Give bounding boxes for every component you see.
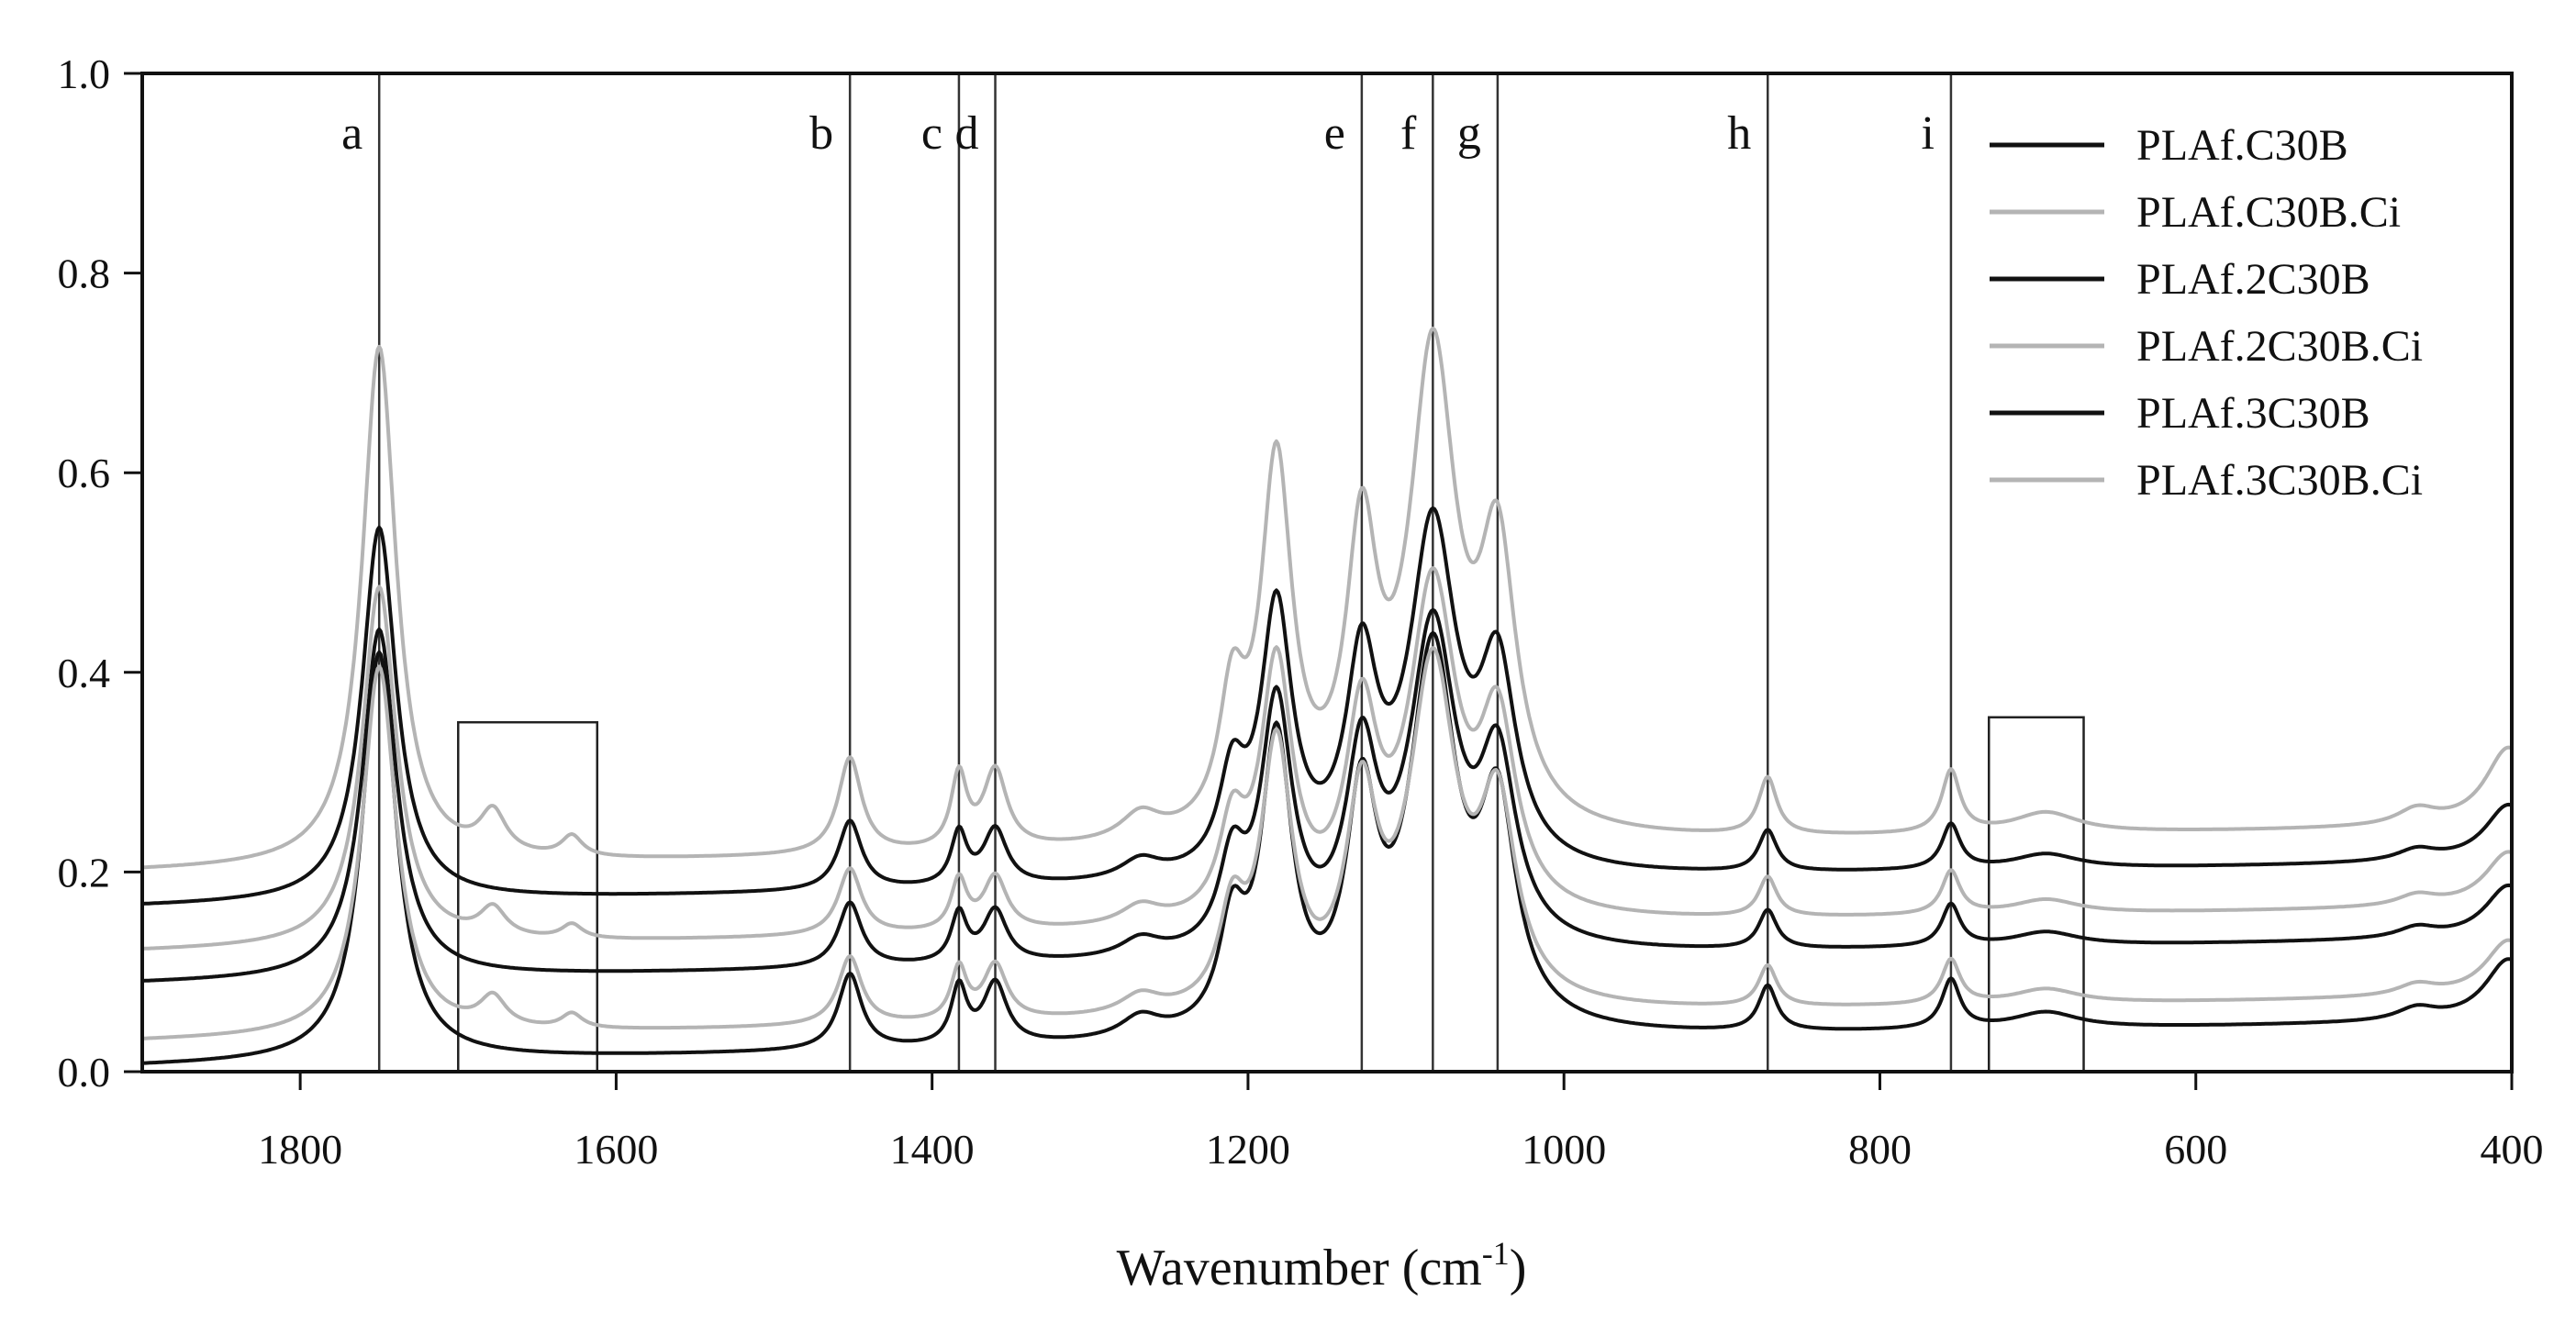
x-tick-label-1200: 1200 [1206, 1126, 1290, 1173]
y-tick-label-0.6: 0.6 [58, 450, 111, 496]
y-tick-label-1.0: 1.0 [58, 50, 111, 97]
y-axis: 0.0 0.2 0.4 0.6 0.8 1.0 [58, 50, 142, 1096]
peak-label-g: g [1457, 107, 1481, 160]
series-line-plaf-2c30b-ci [141, 566, 2513, 951]
peak-label-a: a [341, 107, 362, 160]
x-tick-label-1600: 1600 [574, 1126, 658, 1173]
x-tick-label-1800: 1800 [258, 1126, 342, 1173]
legend-label-3: PLAf.2C30B [2136, 255, 2370, 304]
series-line-plaf-3c30b [141, 630, 2513, 1065]
y-tick-label-0.0: 0.0 [58, 1049, 111, 1096]
x-tick-label-1400: 1400 [890, 1126, 975, 1173]
legend-label-4: PLAf.2C30B.Ci [2136, 322, 2423, 371]
series-line-plaf-2c30b [141, 607, 2513, 983]
legend-label-6: PLAf.3C30B.Ci [2136, 456, 2423, 505]
y-tick-label-0.4: 0.4 [58, 650, 111, 696]
legend: PLAf.C30B PLAf.C30B.Ci PLAf.2C30B PLAf.2C30… [1990, 121, 2423, 505]
peak-label-d: d [955, 107, 979, 160]
series-line-plaf-c30b [141, 506, 2513, 906]
legend-label-1: PLAf.C30B [2136, 121, 2348, 170]
x-tick-label-1000: 1000 [1522, 1126, 1606, 1173]
series-line-plaf-3c30b-ci [141, 646, 2513, 1040]
y-tick-label-0.8: 0.8 [58, 250, 111, 297]
peak-label-f: f [1400, 107, 1417, 160]
x-tick-label-400: 400 [2481, 1126, 2544, 1173]
x-tick-label-600: 600 [2164, 1126, 2227, 1173]
peak-label-e: e [1324, 107, 1345, 160]
legend-label-5: PLAf.3C30B [2136, 389, 2370, 438]
x-axis: 1800 1600 1400 1200 1000 800 600 400 [258, 1072, 2544, 1173]
peak-label-i: i [1921, 107, 1934, 160]
x-axis-title-superscript: -1 [1482, 1235, 1510, 1272]
legend-label-2: PLAf.C30B.Ci [2136, 188, 2401, 237]
spectra-series [141, 327, 2513, 1065]
peak-label-h: h [1727, 107, 1751, 160]
series-line-plaf-c30b-ci [141, 327, 2513, 870]
x-tick-label-800: 800 [1848, 1126, 1912, 1173]
x-axis-title-main: Wavenumber (cm [1117, 1240, 1482, 1296]
peak-label-b: b [809, 107, 833, 160]
peak-label-c: c [921, 107, 942, 160]
x-axis-title: Wavenumber (cm-1) [1117, 1235, 1527, 1296]
plot-area-frame [140, 72, 2514, 1074]
x-axis-title-suffix: ) [1510, 1240, 1527, 1296]
y-tick-label-0.2: 0.2 [58, 849, 111, 896]
